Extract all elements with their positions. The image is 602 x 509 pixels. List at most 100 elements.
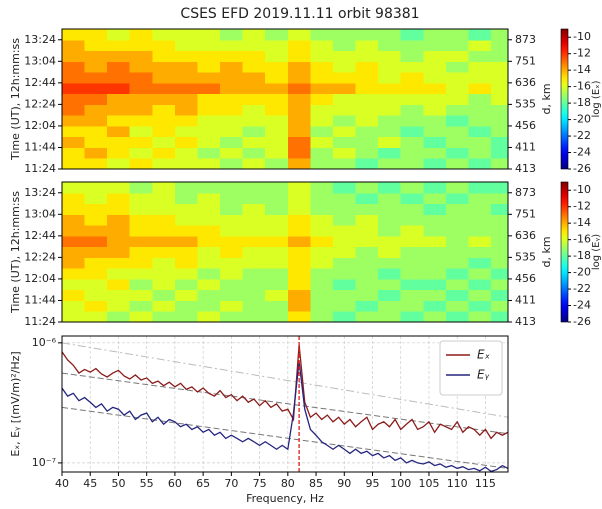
altitude-tick-label: 636 (515, 76, 536, 89)
y-axis-label: Time (UT), 12h:mm:ss (9, 38, 22, 161)
heatmap-cell (287, 203, 311, 215)
heatmap-cell (242, 225, 266, 237)
heatmap-cell (62, 311, 86, 323)
colorbar-label: log (Eᵧ) (591, 234, 602, 270)
heatmap-cell (265, 214, 289, 226)
heatmap-cell (265, 50, 289, 62)
x-tick-label: 75 (253, 477, 267, 490)
heatmap-cell (152, 192, 176, 205)
heatmap-cell (491, 278, 509, 291)
heatmap-cell (310, 158, 334, 170)
heatmap-cell (287, 289, 311, 301)
heatmap-cell (287, 311, 311, 323)
heatmap-cell (197, 278, 221, 291)
x-tick-label: 115 (475, 477, 496, 490)
y-tick-label: 13:24 (24, 33, 56, 46)
heatmap-cell (287, 72, 311, 84)
heatmap-cell (445, 246, 469, 258)
heatmap-cell (152, 147, 176, 159)
heatmap-cell (197, 158, 221, 170)
heatmap-cell (468, 300, 492, 312)
heatmap-cell (400, 311, 424, 323)
heatmap-cell (491, 300, 509, 312)
heatmap-cell (107, 50, 131, 62)
heatmap-cell (242, 147, 266, 159)
heatmap-cell (152, 289, 176, 301)
heatmap-cell (400, 289, 424, 301)
heatmap-cell (423, 268, 447, 280)
heatmap-cell (287, 29, 311, 41)
heatmap-cell (197, 182, 221, 194)
heatmap-cell (355, 257, 379, 269)
heatmap-cell (242, 104, 266, 116)
heatmap-cell (423, 311, 447, 323)
heatmap-cell (491, 158, 509, 170)
heatmap-cell (129, 104, 153, 116)
heatmap-cell (287, 125, 311, 138)
altitude-tick-label: 411 (515, 140, 536, 153)
altitude-tick-label: 751 (515, 207, 536, 220)
heatmap-cell (174, 93, 198, 105)
altitude-tick-label: 456 (515, 119, 536, 132)
heatmap-cell (378, 104, 402, 116)
heatmap-cell (332, 257, 357, 269)
heatmap-cell (378, 192, 402, 205)
heatmap-cell (310, 50, 334, 62)
heatmap-cell (220, 182, 244, 194)
heatmap-cell (84, 300, 108, 312)
heatmap-cell (242, 50, 266, 62)
heatmap-cell (378, 39, 402, 52)
heatmap-cell (174, 82, 198, 95)
heatmap-cell (129, 278, 153, 291)
heatmap-cell (197, 203, 221, 215)
heatmap-cell (152, 93, 176, 105)
heatmap-cell (468, 29, 492, 41)
heatmap-cell (287, 278, 311, 291)
heatmap-cell (242, 158, 266, 170)
heatmap-cell (287, 115, 311, 127)
heatmap-cell (62, 39, 86, 52)
heatmap-cell (84, 268, 108, 280)
heatmap-cell (265, 192, 289, 205)
heatmap-cell (310, 246, 334, 258)
heatmap-cell (445, 115, 469, 127)
heatmap-cell (265, 257, 289, 269)
heatmap-cell (242, 72, 266, 84)
altitude-tick-label: 413 (515, 162, 536, 175)
heatmap-cell (445, 158, 469, 170)
heatmap-cell (242, 182, 266, 194)
heatmap-cell (62, 125, 86, 138)
heatmap-cell (355, 147, 379, 159)
heatmap-cell (129, 214, 153, 226)
heatmap-cell (287, 192, 311, 205)
heatmap-cell (423, 136, 447, 148)
heatmap-cell (445, 214, 469, 226)
x-tick-label: 70 (224, 477, 238, 490)
heatmap-cell (197, 72, 221, 84)
heatmap-cell (242, 29, 266, 41)
heatmap-cell (62, 115, 86, 127)
heatmap-cell (174, 192, 198, 205)
heatmap-cell (129, 147, 153, 159)
heatmap-cell (400, 72, 424, 84)
heatmap-cell (107, 115, 131, 127)
heatmap-cell (310, 278, 334, 291)
heatmap-cell (242, 93, 266, 105)
heatmap-cell (355, 39, 379, 52)
x-tick-label: 80 (281, 477, 295, 490)
x-tick-label: 100 (390, 477, 411, 490)
x-tick-label: 55 (140, 477, 154, 490)
heatmap-cell (445, 147, 469, 159)
heatmap-cell (62, 214, 86, 226)
heatmap-cell (242, 61, 266, 73)
heatmap-cell (220, 104, 244, 116)
heatmap-cell (220, 125, 244, 138)
heatmap-cell (468, 203, 492, 215)
heatmap-cell (84, 50, 108, 62)
heatmap-cell (107, 182, 131, 194)
colorbar-tick-label: -22 (573, 129, 591, 142)
heatmap-cell (378, 203, 402, 215)
heatmap-cell (287, 257, 311, 269)
heatmap-cell (265, 29, 289, 41)
